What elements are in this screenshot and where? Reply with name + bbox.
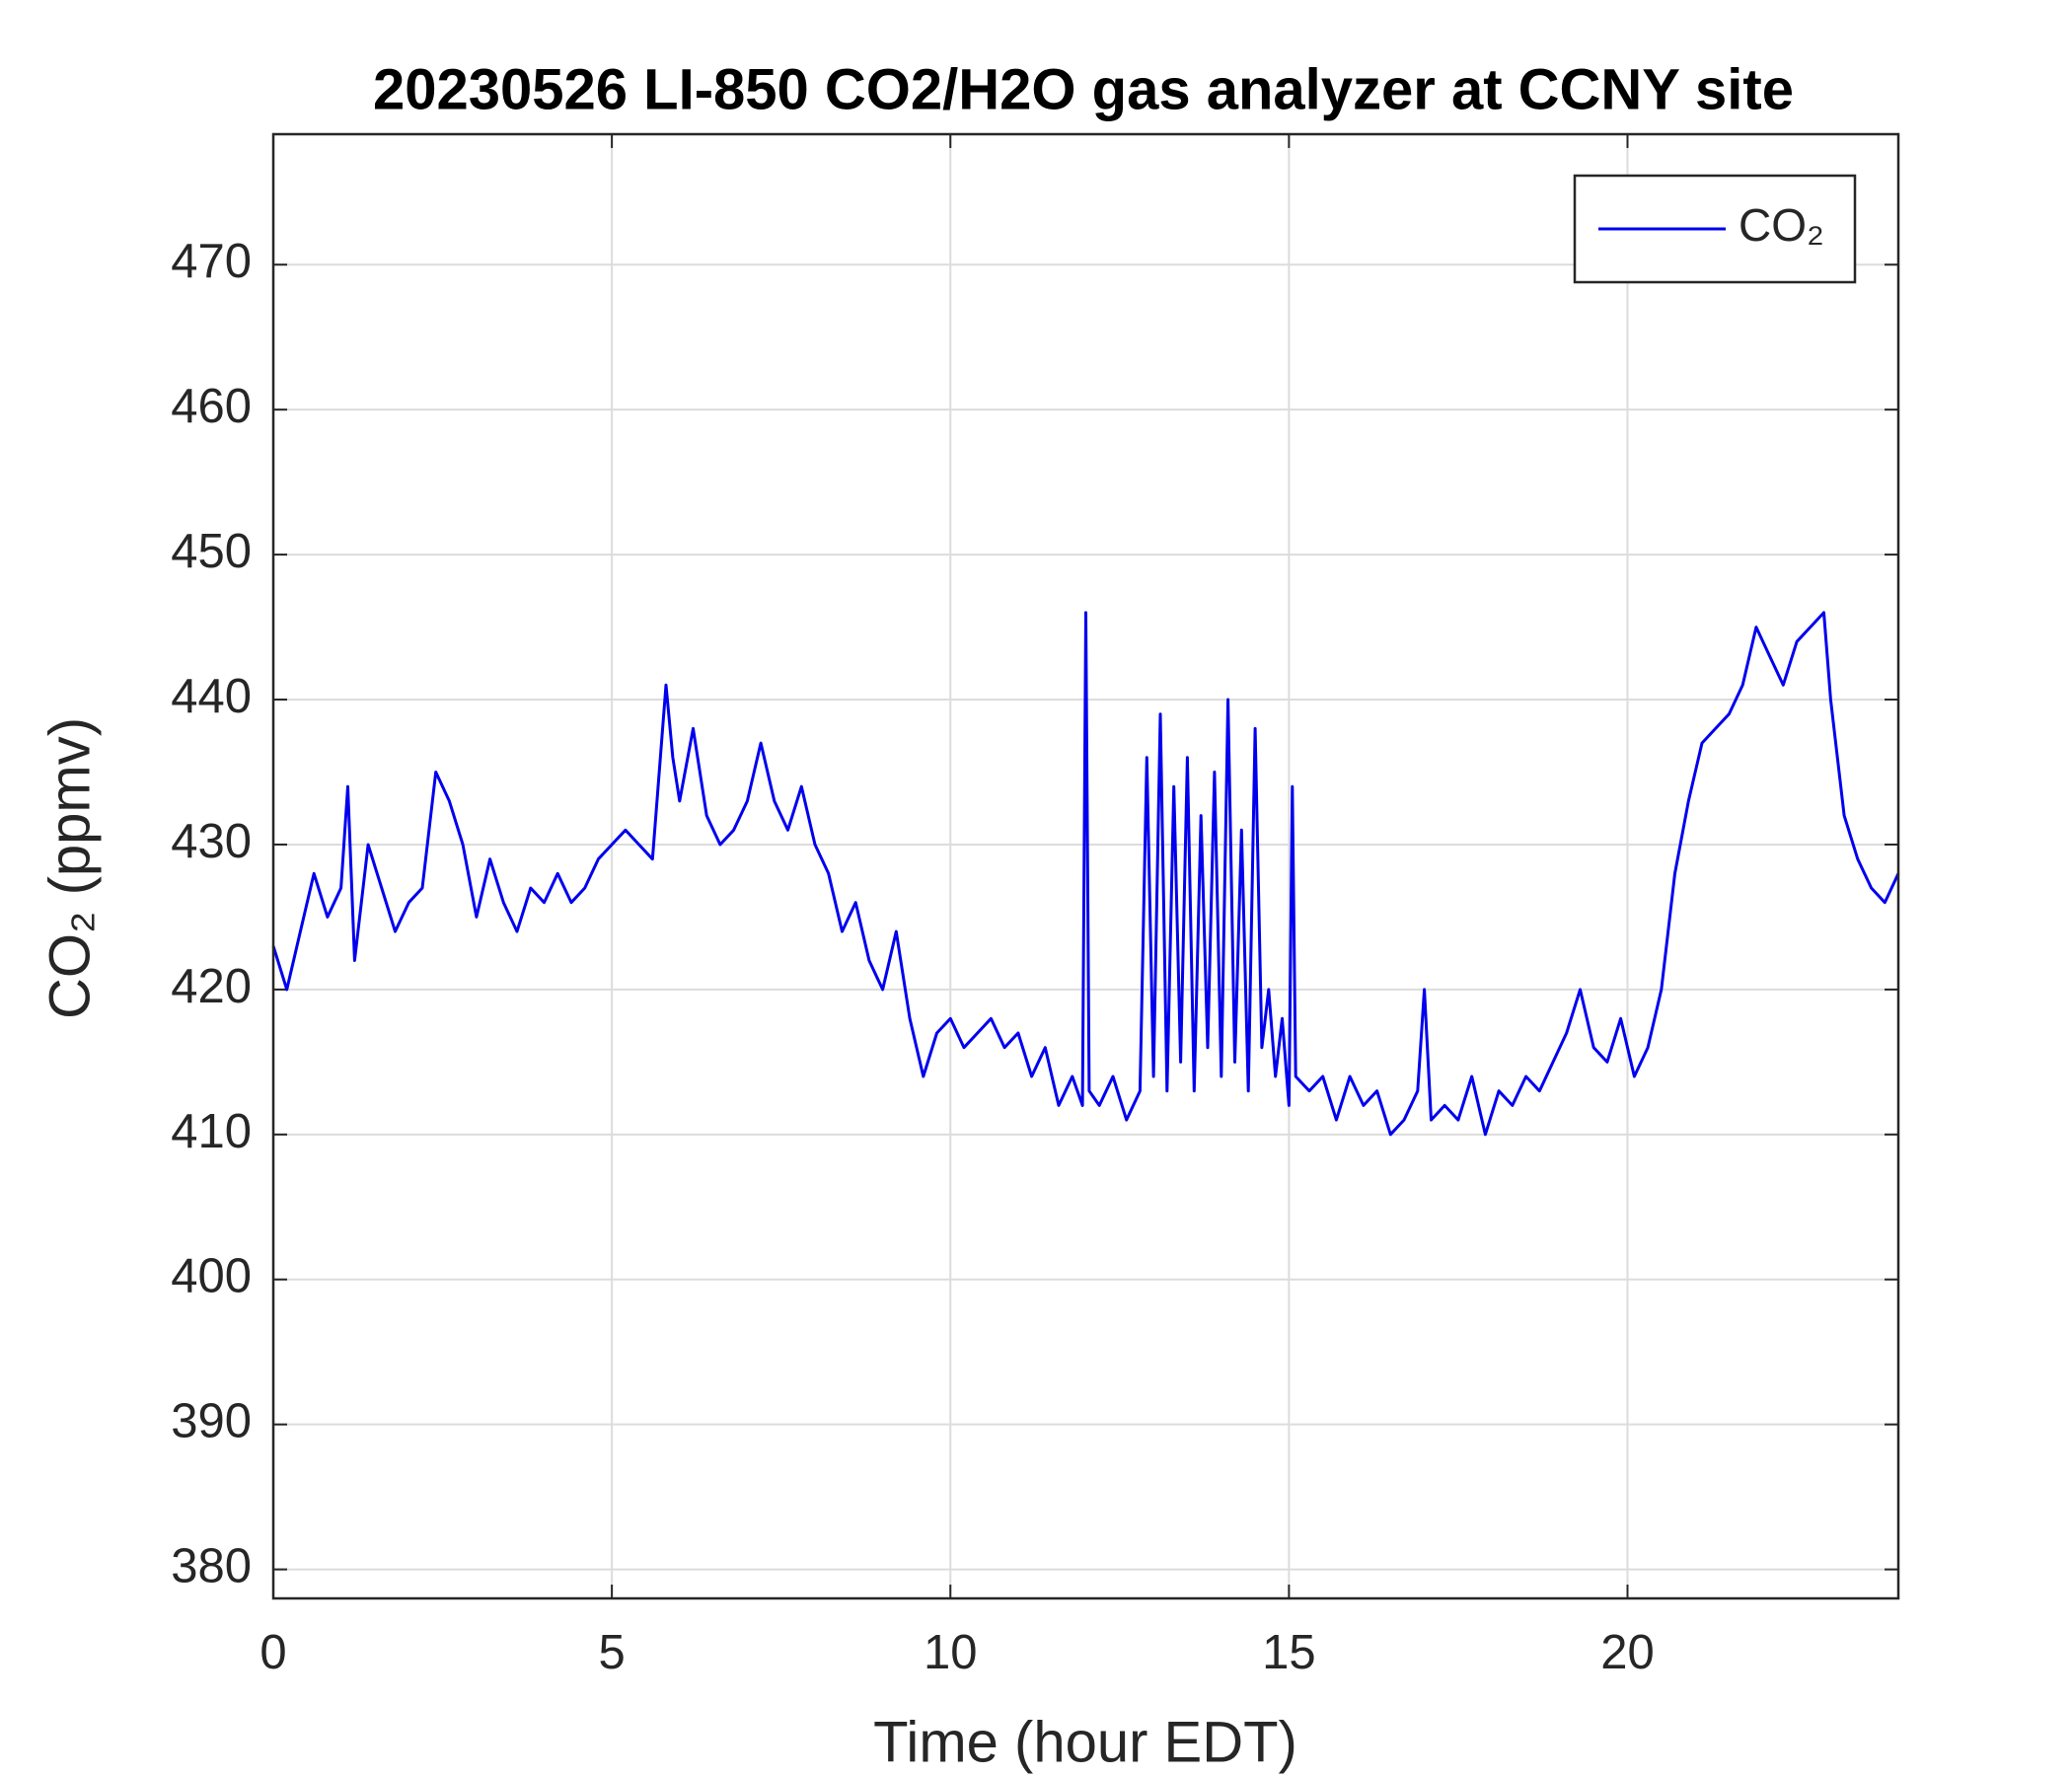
- x-tick-label: 5: [598, 1626, 625, 1679]
- y-tick-label: 420: [171, 960, 252, 1013]
- y-tick-label: 470: [171, 235, 252, 288]
- chart-title: 20230526 LI-850 CO2/H2O gas analyzer at …: [373, 57, 1794, 121]
- x-tick-label: 0: [259, 1626, 286, 1679]
- y-tick-label: 410: [171, 1105, 252, 1158]
- y-tick-label: 440: [171, 670, 252, 723]
- y-tick-label: 450: [171, 525, 252, 578]
- data-line: [271, 611, 1900, 1137]
- x-tick-label: 10: [924, 1626, 978, 1679]
- x-tick-label: 20: [1600, 1626, 1655, 1679]
- y-axis-label: CO₂ (ppmv): [37, 717, 102, 1019]
- x-tick-label: 15: [1262, 1626, 1316, 1679]
- y-tick-label: 430: [171, 815, 252, 868]
- y-tick-label: 400: [171, 1250, 252, 1303]
- x-axis-label: Time (hour EDT): [873, 1710, 1297, 1774]
- legend-label: CO₂: [1739, 199, 1824, 251]
- y-tick-label: 460: [171, 380, 252, 433]
- y-tick-label: 390: [171, 1395, 252, 1448]
- plot-border: [271, 132, 1900, 1600]
- y-tick-label: 380: [171, 1540, 252, 1593]
